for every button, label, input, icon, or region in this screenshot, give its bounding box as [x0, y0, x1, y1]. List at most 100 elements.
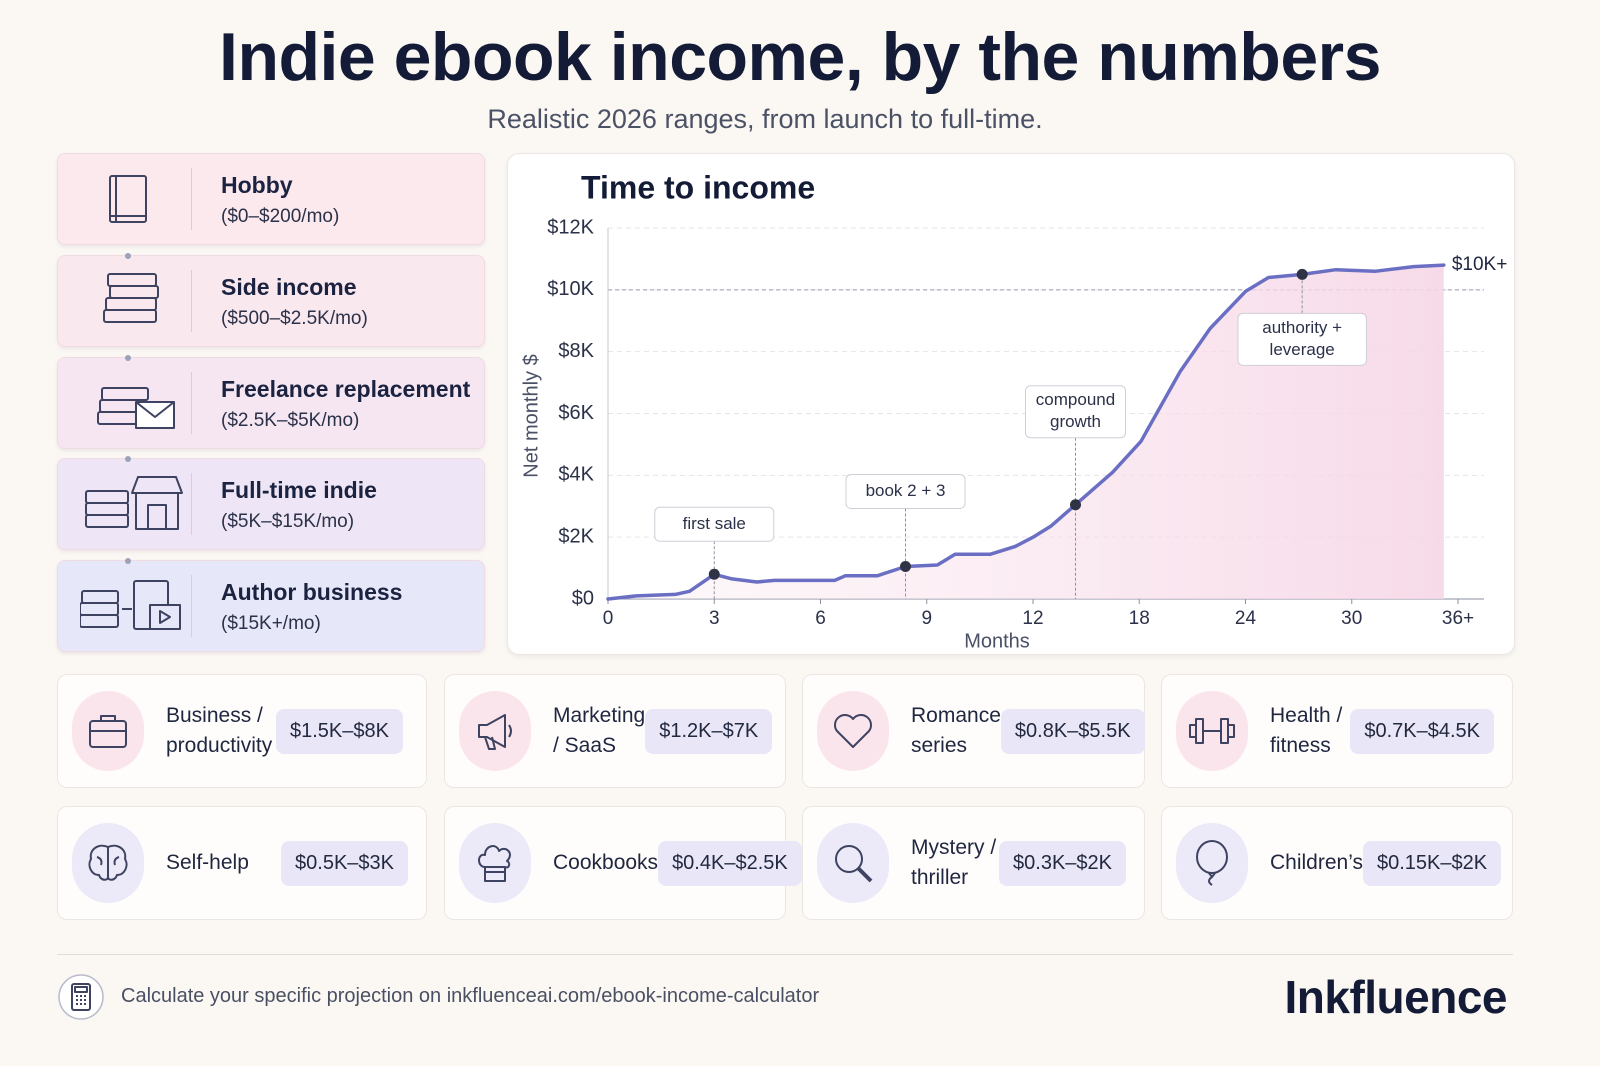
icon	[109, 175, 147, 223]
niche-card: Cookbooks $0.4K–$2.5K	[444, 806, 802, 920]
tier-card: Side income ($500–$2.5K/mo)	[57, 255, 485, 347]
x-tick-label: 24	[1235, 608, 1257, 629]
annotation-box	[1237, 312, 1367, 366]
icon	[834, 714, 872, 748]
icon-circle	[1176, 823, 1248, 903]
icon-circle	[459, 691, 531, 771]
annotation-box	[845, 474, 966, 510]
icon-circle	[72, 691, 144, 771]
icon	[478, 845, 511, 882]
icon	[88, 844, 128, 881]
separator	[191, 168, 192, 230]
area-fill	[608, 265, 1444, 599]
connector-dot	[125, 558, 131, 564]
icon	[97, 387, 175, 429]
niche-name: Business / productivity	[166, 704, 273, 757]
niche-card: Marketing / SaaS $1.2K–$7K	[444, 674, 786, 788]
tier-range: ($5K–$15K/mo)	[221, 511, 355, 532]
icon-circle	[72, 823, 144, 903]
niche-range: $1.2K–$7K	[645, 708, 773, 754]
niche-name: Children’s	[1270, 851, 1363, 874]
x-tick-label: 18	[1129, 608, 1150, 629]
niche-name: Mystery / thriller	[911, 836, 997, 889]
annotation-text: growth	[1050, 412, 1101, 431]
niche-name: Romance series	[911, 704, 1001, 757]
icon	[835, 845, 873, 883]
connector-dot	[125, 355, 131, 361]
niche-card: Children’s $0.15K–$2K	[1161, 806, 1513, 920]
icon-circle	[817, 691, 889, 771]
footer-text: Calculate your specific projection on in…	[121, 985, 820, 1007]
niche-card: Health / fitness $0.7K–$4.5K	[1161, 674, 1513, 788]
icon	[80, 580, 181, 630]
annotation-text: first sale	[683, 514, 746, 533]
separator	[191, 575, 192, 637]
annotation-point	[1296, 268, 1308, 280]
brand: Inkfluence	[1284, 971, 1507, 1023]
niche-range: $0.3K–$2K	[999, 840, 1126, 886]
annotation-text: authority +	[1262, 318, 1342, 337]
connector-dot	[125, 456, 131, 462]
y-tick-label: $8K	[558, 340, 594, 362]
icon	[1189, 718, 1235, 744]
tier-name: Full-time indie	[221, 477, 377, 503]
tier-range: ($500–$2.5K/mo)	[221, 308, 368, 329]
end-label: $10K+	[1452, 254, 1507, 275]
annotation-point	[1070, 499, 1081, 511]
niche-name: Marketing / SaaS	[553, 704, 646, 757]
tier-range: ($0–$200/mo)	[221, 206, 340, 227]
icon-circle	[459, 823, 531, 903]
niche-card: Self-help $0.5K–$3K	[57, 806, 427, 920]
tier-card: Hobby ($0–$200/mo)	[57, 153, 485, 245]
annotation-box	[1025, 385, 1126, 439]
calculator-icon	[58, 974, 104, 1020]
niche-range: $0.5K–$3K	[281, 840, 408, 886]
y-tick-label: $2K	[558, 525, 594, 547]
separator	[191, 270, 192, 332]
tier-card: Author business ($15K+/mo)	[57, 560, 485, 652]
chart-title: Time to income	[581, 169, 815, 205]
y-tick-label: $0	[572, 587, 594, 609]
x-tick-label: 30	[1341, 608, 1362, 629]
x-tick-label: 9	[921, 608, 932, 629]
chart: Time to income Net monthly $ Months $0 $2…	[520, 169, 1507, 652]
icon	[85, 476, 183, 530]
y-tick-label: $12K	[547, 216, 594, 238]
annotation-text: book 2 + 3	[866, 481, 946, 500]
icon-circle	[1176, 691, 1248, 771]
subtitle: Realistic 2026 ranges, from launch to fu…	[487, 104, 1043, 134]
niche-range: $1.5K–$8K	[276, 708, 403, 754]
icon	[103, 273, 159, 323]
tier-name: Side income	[221, 274, 357, 300]
niche-range: $0.4K–$2.5K	[658, 840, 802, 886]
niche-name: Health / fitness	[1270, 704, 1343, 757]
annotation-box	[654, 506, 775, 542]
tier-name: Author business	[221, 579, 403, 605]
annotation-text: compound	[1036, 390, 1115, 409]
icon	[89, 715, 127, 748]
niche-range: $0.8K–$5.5K	[1000, 708, 1145, 754]
niche-card: Business / productivity $1.5K–$8K	[57, 674, 427, 788]
niche-range: $0.15K–$2K	[1363, 840, 1502, 886]
y-tick-label: $4K	[558, 464, 594, 486]
tier-card: Full-time indie ($5K–$15K/mo)	[57, 458, 485, 550]
niche-name: Cookbooks	[553, 851, 659, 874]
separator	[191, 473, 192, 535]
x-tick-label: 6	[815, 608, 826, 629]
niche-name: Self-help	[166, 851, 249, 874]
line	[606, 263, 1446, 601]
niche-card: Romance series $0.8K–$5.5K	[802, 674, 1145, 788]
chart-card: Time to income Net monthly $ Months $0 $2…	[507, 153, 1515, 655]
tier-name: Freelance replacement	[221, 376, 471, 402]
y-tick-label: $6K	[558, 402, 594, 424]
tier-name: Hobby	[221, 172, 293, 198]
tier-range: ($2.5K–$5K/mo)	[221, 410, 360, 431]
annotation-point	[900, 561, 911, 573]
x-tick-label: 12	[1022, 608, 1043, 629]
tier-card: Freelance replacement ($2.5K–$5K/mo)	[57, 357, 485, 449]
annotation-text: leverage	[1270, 340, 1335, 359]
x-tick-label: 0	[603, 608, 614, 629]
x-tick-label: 36+	[1442, 608, 1474, 629]
annotation-point	[708, 568, 720, 580]
